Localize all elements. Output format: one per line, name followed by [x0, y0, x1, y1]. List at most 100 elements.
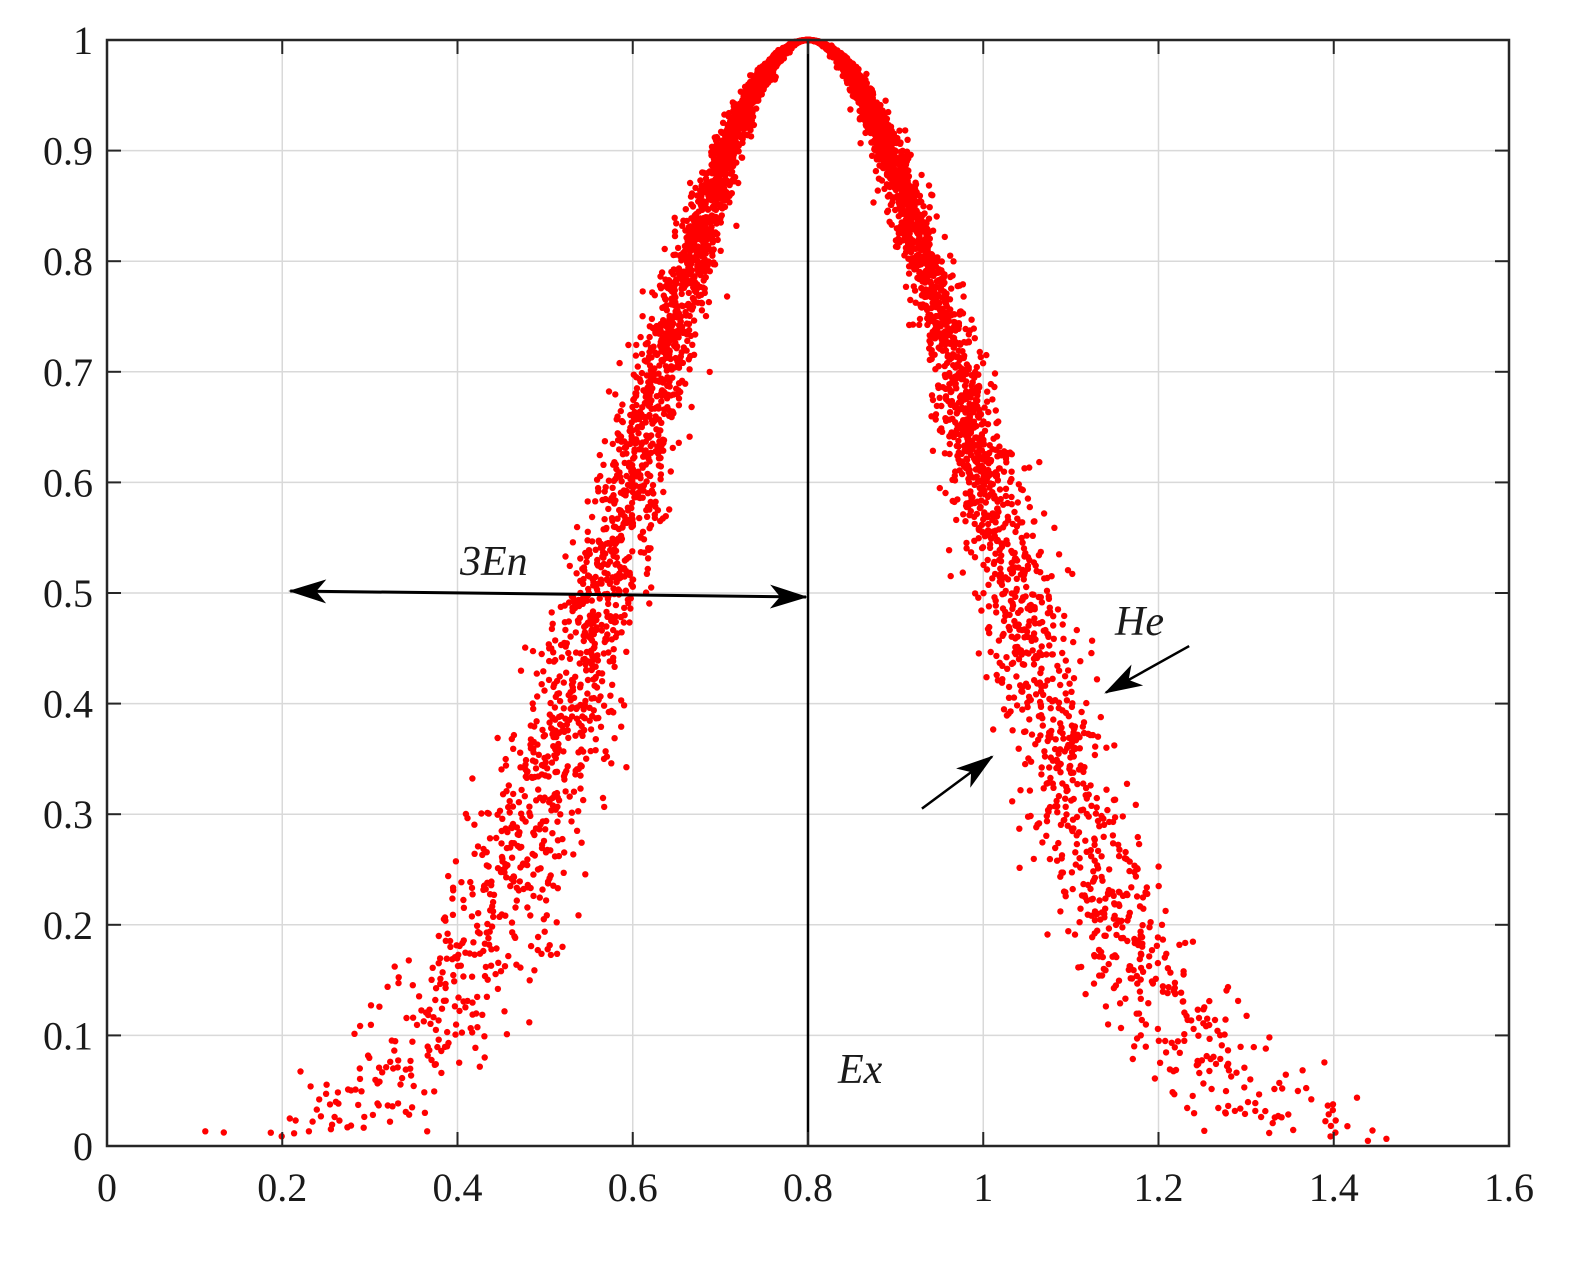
- drop-point: [1180, 971, 1186, 977]
- drop-point: [333, 1099, 339, 1105]
- drop-point: [672, 279, 678, 285]
- drop-point: [469, 999, 475, 1005]
- drop-point: [1146, 963, 1152, 969]
- drop-point: [1072, 931, 1078, 937]
- drop-point: [707, 369, 713, 375]
- drop-point: [397, 1081, 403, 1087]
- drop-point: [1124, 781, 1130, 787]
- drop-point: [1103, 787, 1109, 793]
- drop-point: [967, 471, 973, 477]
- drop-point: [555, 885, 561, 891]
- drop-point: [1029, 731, 1035, 737]
- drop-point: [552, 657, 558, 663]
- drop-point: [1056, 668, 1062, 674]
- drop-point: [467, 879, 473, 885]
- drop-point: [1050, 785, 1056, 791]
- drop-point: [668, 468, 674, 474]
- drop-point: [630, 520, 636, 526]
- drop-point: [591, 707, 597, 713]
- drop-point: [1181, 1009, 1187, 1015]
- drop-point: [1095, 848, 1101, 854]
- drop-point: [609, 536, 615, 542]
- drop-point: [526, 1019, 532, 1025]
- drop-point: [451, 978, 457, 984]
- drop-point: [962, 383, 968, 389]
- drop-point: [387, 1059, 393, 1065]
- drop-point: [875, 187, 881, 193]
- drop-point: [913, 210, 919, 216]
- drop-point: [522, 761, 528, 767]
- drop-point: [980, 360, 986, 366]
- drop-point: [530, 648, 536, 654]
- drop-point: [927, 357, 933, 363]
- drop-point: [585, 529, 591, 535]
- drop-point: [590, 676, 596, 682]
- drop-point: [619, 478, 625, 484]
- drop-point: [636, 515, 642, 521]
- drop-point: [437, 981, 443, 987]
- drop-point: [428, 1057, 434, 1063]
- drop-point: [1016, 826, 1022, 832]
- drop-point: [963, 465, 969, 471]
- drop-point: [1074, 781, 1080, 787]
- drop-point: [576, 720, 582, 726]
- drop-point: [455, 994, 461, 1000]
- drop-point: [1041, 575, 1047, 581]
- drop-point: [1303, 1085, 1309, 1091]
- drop-point: [937, 485, 943, 491]
- drop-point: [683, 206, 689, 212]
- drop-point: [904, 137, 910, 143]
- drop-point: [1036, 459, 1042, 465]
- drop-point: [1162, 908, 1168, 914]
- drop-point: [221, 1129, 227, 1135]
- drop-point: [620, 451, 626, 457]
- drop-point: [1195, 1033, 1201, 1039]
- drop-point: [1048, 705, 1054, 711]
- drop-point: [557, 721, 563, 727]
- drop-point: [1062, 889, 1068, 895]
- drop-point: [522, 644, 528, 650]
- drop-point: [597, 693, 603, 699]
- drop-point: [1017, 787, 1023, 793]
- drop-point: [1098, 714, 1104, 720]
- drop-point: [1070, 639, 1076, 645]
- drop-point: [469, 1029, 475, 1035]
- drop-point: [444, 931, 450, 937]
- drop-point: [505, 804, 511, 810]
- drop-point: [655, 403, 661, 409]
- drop-point: [684, 218, 690, 224]
- drop-point: [686, 366, 692, 372]
- drop-point: [331, 1114, 337, 1120]
- drop-point: [1019, 706, 1025, 712]
- drop-point: [645, 555, 651, 561]
- drop-point: [931, 352, 937, 358]
- drop-point: [1050, 622, 1056, 628]
- drop-point: [504, 1031, 510, 1037]
- drop-point: [658, 285, 664, 291]
- drop-point: [593, 547, 599, 553]
- drop-point: [642, 400, 648, 406]
- drop-point: [1063, 804, 1069, 810]
- drop-point: [666, 407, 672, 413]
- drop-point: [596, 670, 602, 676]
- drop-point: [474, 923, 480, 929]
- drop-point: [444, 956, 450, 962]
- drop-point: [1184, 1105, 1190, 1111]
- drop-point: [459, 1029, 465, 1035]
- drop-point: [996, 637, 1002, 643]
- drop-point: [1083, 700, 1089, 706]
- drop-point: [1003, 486, 1009, 492]
- drop-point: [527, 813, 533, 819]
- drop-point: [1047, 605, 1053, 611]
- drop-point: [598, 724, 604, 730]
- drop-point: [617, 507, 623, 513]
- drop-point: [643, 478, 649, 484]
- drop-point: [581, 727, 587, 733]
- drop-point: [453, 858, 459, 864]
- drop-point: [1091, 980, 1097, 986]
- drop-point: [688, 404, 694, 410]
- drop-point: [1137, 929, 1143, 935]
- drop-point: [985, 521, 991, 527]
- drop-point: [552, 769, 558, 775]
- drop-point: [1110, 832, 1116, 838]
